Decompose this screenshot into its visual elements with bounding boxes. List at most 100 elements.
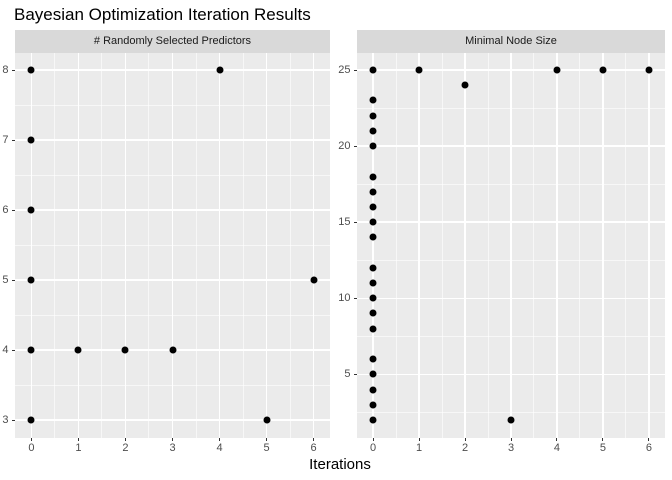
data-point [169, 346, 176, 354]
gridline-major-h [357, 221, 665, 223]
y-tick-mark [353, 221, 357, 223]
x-tick-label: 0 [28, 442, 35, 454]
x-tick-label: 2 [122, 442, 129, 454]
x-tick-mark [372, 437, 374, 441]
data-point [369, 127, 377, 135]
y-tick-mark [11, 419, 15, 421]
x-tick-mark [124, 437, 126, 441]
y-tick-mark [11, 209, 15, 211]
data-point [27, 346, 35, 354]
x-tick-label: 1 [415, 442, 423, 454]
data-point [369, 309, 377, 317]
gridline-major-v [648, 52, 650, 438]
data-point [369, 325, 377, 333]
gridline-minor-v [533, 52, 535, 438]
gridline-major-h [357, 297, 665, 299]
x-tick-label: 1 [75, 442, 82, 454]
gridline-major-h [15, 279, 330, 281]
y-tick-label: 8 [2, 64, 9, 76]
data-point [74, 346, 82, 354]
gridline-major-v [312, 52, 315, 438]
data-point [369, 294, 377, 302]
data-point [369, 142, 377, 150]
gridline-minor-v [625, 52, 627, 438]
facet-strip-label: # Randomly Selected Predictors [93, 35, 252, 48]
gridline-major-v [602, 52, 604, 438]
data-point [369, 355, 377, 363]
y-tick-mark [11, 69, 15, 71]
data-point [461, 81, 469, 89]
x-tick-label: 0 [370, 442, 377, 454]
x-tick-label: 3 [169, 442, 176, 454]
y-tick-mark [11, 349, 15, 351]
y-tick-label: 10 [338, 292, 351, 305]
gridline-minor-v [441, 52, 443, 438]
gridline-major-h [15, 419, 330, 421]
data-point [27, 206, 35, 214]
chart-title: Bayesian Optimization Iteration Results [14, 5, 311, 24]
gridline-major-v [218, 52, 221, 438]
data-point [645, 66, 653, 74]
y-tick-mark [353, 373, 357, 375]
data-point [27, 276, 35, 284]
data-point [27, 66, 35, 74]
gridline-major-h [15, 209, 330, 211]
data-point [27, 416, 35, 424]
y-tick-label: 7 [2, 134, 9, 146]
data-point [553, 66, 561, 74]
x-tick-label: 5 [263, 442, 270, 454]
data-point [369, 416, 377, 424]
gridline-minor-v [487, 52, 489, 438]
plot-panel [15, 52, 330, 438]
data-point [27, 136, 35, 144]
gridline-major-v [556, 52, 558, 438]
gridline-major-v [77, 52, 80, 438]
data-point [369, 188, 377, 196]
data-point [507, 416, 515, 424]
x-tick-label: 4 [553, 442, 561, 454]
x-tick-mark [510, 437, 512, 441]
x-tick-mark [219, 437, 220, 441]
x-tick-mark [77, 437, 79, 441]
y-tick-label: 25 [338, 64, 351, 76]
data-point [415, 66, 423, 74]
x-axis-title: Iterations [309, 456, 371, 473]
x-tick-label: 6 [645, 442, 652, 454]
gridline-major-v [124, 52, 127, 438]
x-tick-label: 3 [507, 442, 515, 454]
data-point [369, 386, 377, 394]
gridline-major-v [372, 52, 374, 438]
data-point [369, 173, 377, 181]
data-point [263, 416, 271, 424]
y-tick-label: 6 [2, 204, 9, 216]
y-tick-label: 20 [338, 140, 351, 153]
data-point [369, 66, 377, 74]
gridline-major-v [464, 52, 466, 438]
data-point [369, 218, 377, 226]
y-tick-label: 5 [2, 274, 9, 286]
gridline-major-h [15, 69, 330, 71]
x-tick-mark [266, 437, 268, 441]
gridline-major-v [171, 52, 174, 438]
gridline-minor-v [579, 52, 581, 438]
x-tick-mark [648, 437, 650, 441]
data-point [369, 264, 377, 272]
data-point [310, 276, 318, 284]
gridline-major-v [418, 52, 420, 438]
gridline-major-v [510, 52, 512, 438]
data-point [121, 346, 129, 354]
data-point [369, 96, 377, 104]
gridline-minor-v [395, 52, 397, 438]
x-tick-mark [172, 437, 173, 441]
y-tick-mark [353, 297, 357, 299]
gridline-major-v [265, 52, 268, 438]
y-tick-label: 3 [2, 414, 9, 426]
y-tick-mark [353, 145, 357, 147]
data-point [369, 112, 377, 120]
x-tick-mark [313, 437, 315, 441]
x-tick-mark [556, 437, 558, 441]
x-tick-mark [464, 437, 466, 441]
y-tick-label: 4 [2, 344, 9, 356]
y-tick-mark [11, 139, 15, 141]
